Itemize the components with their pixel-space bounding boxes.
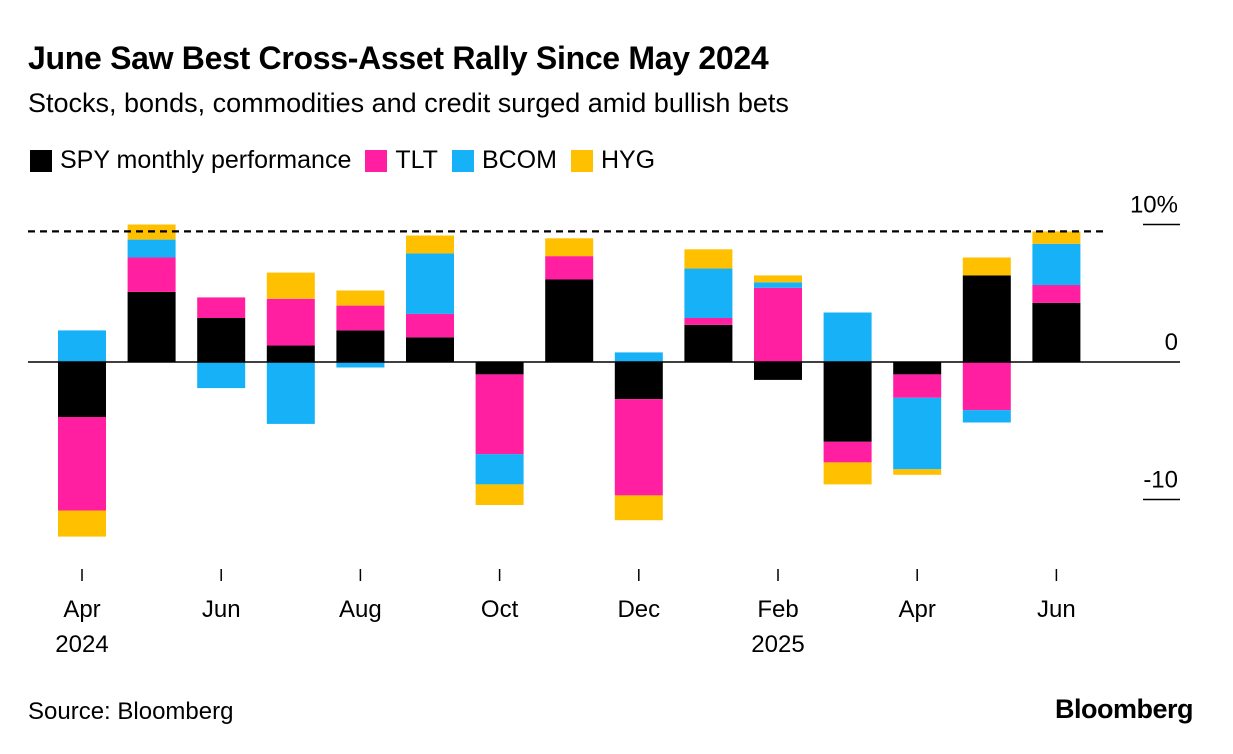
bar-bcom-11	[823, 312, 872, 362]
legend: SPY monthly performance TLT BCOM HYG	[30, 146, 669, 175]
y-tick-label-0: 10%	[1130, 192, 1178, 219]
bar-spy-11	[823, 362, 872, 442]
legend-swatch-tlt	[365, 149, 388, 172]
bar-tlt-2	[197, 297, 246, 318]
legend-swatch-bcom	[451, 149, 474, 172]
bloomberg-logo: Bloomberg	[1054, 694, 1194, 724]
legend-item-spy: SPY monthly performance	[30, 146, 351, 175]
bar-bcom-12	[893, 397, 942, 470]
legend-label-tlt: TLT	[395, 146, 438, 174]
bar-hyg-8	[614, 495, 663, 521]
bar-tlt-3	[266, 298, 315, 346]
legend-item-bcom: BCOM	[451, 146, 557, 175]
bar-spy-9	[684, 324, 733, 362]
bar-hyg-5	[406, 235, 454, 254]
bar-hyg-13	[962, 257, 1011, 276]
x-tick-label-0: Apr	[63, 596, 100, 623]
bar-hyg-11	[823, 462, 872, 485]
bar-bcom-5	[406, 253, 454, 314]
legend-item-hyg: HYG	[570, 146, 656, 175]
bar-bcom-6	[475, 454, 524, 485]
legend-item-tlt: TLT	[365, 146, 438, 175]
y-tick-label-2: -10	[1143, 467, 1178, 494]
x-tick-label-1: Jun	[202, 596, 241, 623]
source-note: Source: Bloomberg	[28, 698, 234, 725]
bar-hyg-14	[1032, 231, 1081, 244]
x-tick-year-label-5: 2025	[751, 631, 804, 658]
bar-spy-5	[406, 337, 454, 363]
bar-tlt-13	[962, 362, 1011, 411]
legend-label-bcom: BCOM	[481, 146, 557, 174]
y-tick-label-1: 0	[1165, 329, 1178, 356]
bar-spy-10	[754, 362, 802, 380]
bar-bcom-9	[684, 268, 733, 318]
bar-spy-13	[962, 275, 1011, 362]
legend-swatch-spy	[30, 149, 52, 172]
bar-spy-2	[197, 318, 246, 362]
bar-tlt-14	[1032, 285, 1081, 303]
bar-hyg-7	[545, 238, 594, 257]
bar-bcom-0	[58, 330, 106, 362]
legend-swatch-hyg	[570, 149, 593, 172]
bar-tlt-4	[336, 305, 385, 331]
bar-bcom-8	[614, 352, 663, 362]
x-tick-label-7: Jun	[1037, 596, 1076, 623]
bar-spy-8	[614, 362, 663, 400]
bar-tlt-0	[58, 417, 106, 511]
bar-tlt-5	[406, 313, 454, 338]
bar-hyg-10	[754, 275, 802, 283]
bar-hyg-9	[684, 249, 733, 269]
bar-hyg-0	[58, 510, 106, 537]
legend-label-spy: SPY monthly performance	[60, 146, 352, 174]
bar-hyg-6	[475, 484, 524, 505]
bar-tlt-7	[545, 256, 594, 280]
x-tick-label-3: Oct	[481, 596, 519, 623]
chart-subtitle: Stocks, bonds, commodities and credit su…	[28, 88, 789, 118]
x-tick-label-2: Aug	[339, 596, 382, 623]
bar-bcom-4	[336, 362, 385, 368]
bar-hyg-12	[893, 469, 942, 475]
bar-spy-7	[545, 279, 594, 362]
bar-hyg-4	[336, 290, 385, 306]
x-tick-year-label-0: 2024	[55, 631, 108, 658]
bar-tlt-12	[893, 374, 942, 398]
bar-tlt-10	[754, 287, 802, 363]
x-tick-label-5: Feb	[757, 596, 798, 623]
bar-spy-3	[266, 345, 315, 362]
bar-tlt-9	[684, 318, 733, 325]
bar-spy-12	[893, 362, 942, 375]
bar-tlt-6	[475, 374, 524, 455]
bar-spy-14	[1032, 302, 1081, 362]
x-tick-label-4: Dec	[617, 596, 660, 623]
chart-title: June Saw Best Cross-Asset Rally Since Ma…	[28, 40, 769, 76]
bar-spy-4	[336, 330, 385, 362]
bar-hyg-3	[266, 272, 315, 299]
bar-spy-0	[58, 362, 106, 417]
bar-tlt-8	[614, 399, 663, 496]
bar-bcom-3	[266, 362, 315, 424]
bar-spy-6	[475, 362, 524, 375]
bar-bcom-14	[1032, 243, 1081, 286]
bar-bcom-2	[197, 362, 246, 389]
bar-bcom-1	[127, 239, 176, 258]
bar-bcom-10	[754, 282, 802, 288]
x-tick-label-6: Apr	[899, 596, 936, 623]
legend-label-hyg: HYG	[600, 146, 656, 174]
bar-bcom-13	[962, 410, 1011, 423]
bar-tlt-1	[127, 257, 176, 292]
bar-tlt-11	[823, 441, 872, 463]
bar-spy-1	[127, 291, 176, 362]
